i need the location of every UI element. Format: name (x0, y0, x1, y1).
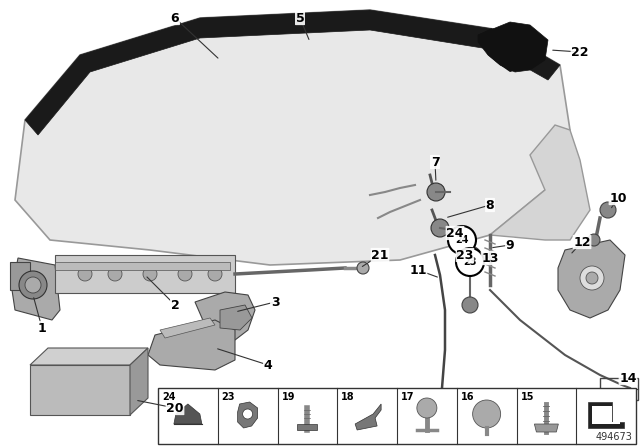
Polygon shape (15, 10, 570, 265)
Circle shape (431, 219, 449, 237)
Circle shape (243, 409, 253, 419)
Text: 1: 1 (38, 322, 46, 335)
Circle shape (458, 246, 482, 270)
Bar (55, 255, 235, 293)
Circle shape (600, 202, 616, 218)
Text: 494673: 494673 (595, 432, 632, 442)
Text: 23: 23 (456, 249, 474, 262)
Circle shape (208, 267, 222, 281)
Polygon shape (12, 258, 60, 320)
Circle shape (456, 248, 484, 276)
Text: 19: 19 (282, 392, 295, 402)
Text: 7: 7 (431, 155, 440, 168)
Polygon shape (588, 402, 624, 428)
Text: 18: 18 (341, 392, 355, 402)
Text: 4: 4 (264, 358, 273, 371)
Text: 11: 11 (409, 263, 427, 276)
Circle shape (417, 398, 437, 418)
Circle shape (143, 267, 157, 281)
Text: 2: 2 (171, 298, 179, 311)
Bar (600, 378, 638, 400)
Polygon shape (160, 318, 215, 338)
Text: 6: 6 (171, 12, 179, 25)
Bar (55, 262, 230, 270)
Text: 9: 9 (506, 238, 515, 251)
Text: 20: 20 (166, 401, 184, 414)
Text: 23: 23 (221, 392, 236, 402)
Text: 15: 15 (520, 392, 534, 402)
Polygon shape (490, 125, 590, 240)
Text: 17: 17 (401, 392, 415, 402)
Circle shape (178, 267, 192, 281)
Circle shape (580, 266, 604, 290)
Circle shape (78, 267, 92, 281)
Text: 23: 23 (463, 257, 477, 267)
Circle shape (586, 272, 598, 284)
Text: 8: 8 (486, 198, 494, 211)
Polygon shape (195, 292, 255, 340)
Polygon shape (355, 404, 381, 430)
Polygon shape (478, 28, 530, 72)
Circle shape (357, 262, 369, 274)
Text: 24: 24 (455, 235, 468, 245)
Polygon shape (478, 22, 548, 72)
Circle shape (108, 267, 122, 281)
Polygon shape (534, 424, 558, 432)
Circle shape (427, 183, 445, 201)
Circle shape (472, 400, 500, 428)
Bar (158, 388, 636, 444)
Circle shape (25, 277, 41, 293)
Polygon shape (558, 240, 625, 318)
Circle shape (19, 271, 47, 299)
Polygon shape (30, 365, 130, 415)
Polygon shape (148, 320, 235, 370)
Text: 10: 10 (609, 191, 627, 204)
Polygon shape (130, 348, 148, 415)
Circle shape (462, 297, 478, 313)
Polygon shape (30, 348, 148, 365)
Polygon shape (25, 10, 560, 135)
Text: 3: 3 (271, 296, 279, 309)
Text: 22: 22 (572, 46, 589, 59)
Text: 21: 21 (371, 249, 388, 262)
Circle shape (448, 226, 476, 254)
Polygon shape (220, 305, 252, 330)
Text: 13: 13 (481, 251, 499, 264)
Circle shape (588, 234, 600, 246)
Polygon shape (298, 424, 317, 430)
Text: 16: 16 (461, 392, 474, 402)
Bar (10, 262, 30, 290)
Polygon shape (592, 406, 620, 424)
Text: 5: 5 (296, 12, 305, 25)
Text: 24: 24 (162, 392, 175, 402)
Text: 12: 12 (573, 236, 591, 249)
Polygon shape (174, 404, 202, 424)
Polygon shape (237, 402, 258, 428)
Text: 24: 24 (446, 227, 464, 240)
Text: 14: 14 (620, 371, 637, 384)
